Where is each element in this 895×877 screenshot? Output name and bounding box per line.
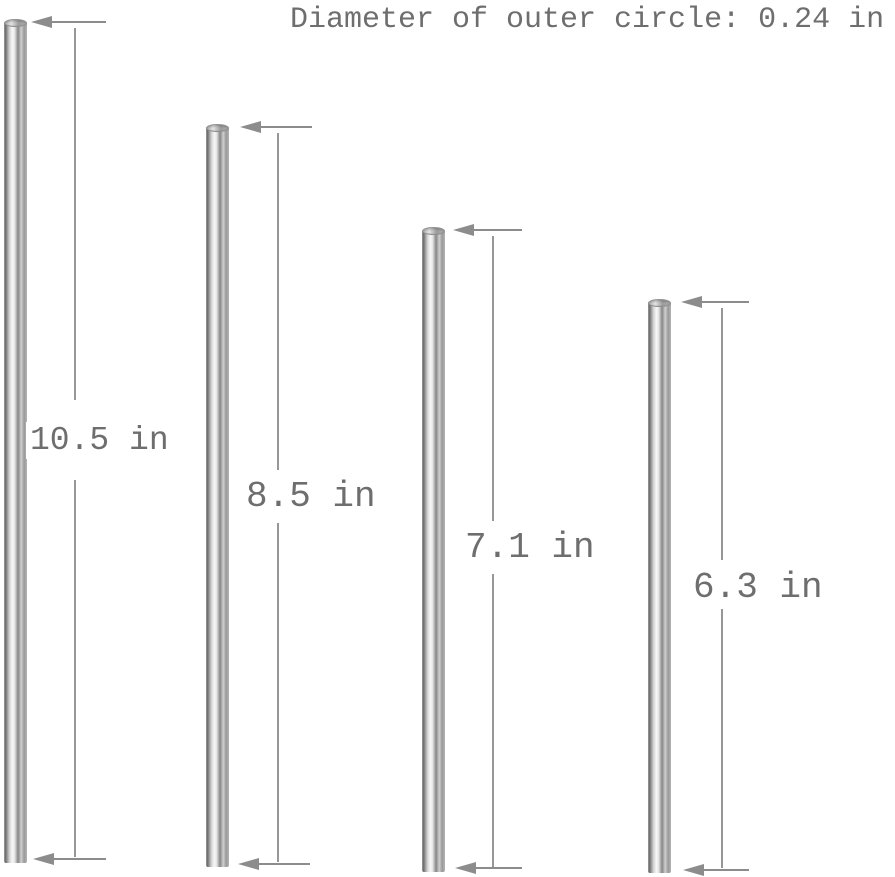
- dimension-line-vertical-lower: [492, 574, 494, 867]
- arrow-left-icon: [33, 853, 54, 865]
- dimension-label: 6.3 in: [689, 568, 827, 608]
- dimension-line-bottom: [701, 869, 749, 871]
- dimension-label: 10.5 in: [26, 422, 173, 459]
- dimension-line-vertical-lower: [721, 609, 723, 868]
- dimension-label: 8.5 in: [242, 477, 380, 517]
- straw-6-3-in: [648, 299, 671, 873]
- straw-8-5-in: [206, 124, 229, 867]
- arrow-left-icon: [455, 862, 476, 874]
- dimension-line-vertical-lower: [74, 480, 76, 857]
- dimension-line-top: [258, 126, 312, 128]
- dimension-line-bottom: [51, 858, 106, 860]
- arrow-left-icon: [681, 296, 702, 308]
- arrow-left-icon: [683, 864, 704, 876]
- dimension-line-vertical-upper: [74, 28, 76, 400]
- dimension-line-top: [49, 21, 106, 23]
- dimension-line-bottom: [473, 867, 522, 869]
- arrow-left-icon: [453, 224, 474, 236]
- straw-top-opening: [206, 124, 229, 132]
- dimension-line-vertical-upper: [277, 133, 279, 470]
- straw-top-opening: [422, 227, 445, 235]
- dimension-line-vertical-upper: [492, 236, 494, 521]
- arrow-left-icon: [31, 16, 52, 28]
- straw-top-opening: [4, 19, 27, 27]
- straw-10-5-in: [4, 19, 27, 863]
- straw-top-opening: [648, 299, 671, 307]
- straw-7-1-in: [422, 227, 445, 872]
- dimension-line-vertical-lower: [277, 523, 279, 862]
- dimension-line-vertical-upper: [721, 308, 723, 560]
- dimension-line-top: [471, 229, 522, 231]
- dimension-label: 7.1 in: [461, 528, 599, 568]
- dimension-line-top: [699, 301, 749, 303]
- arrow-left-icon: [240, 121, 261, 133]
- arrow-left-icon: [238, 858, 259, 870]
- dimension-line-bottom: [256, 863, 310, 865]
- diagram-title: Diameter of outer circle: 0.24 in: [290, 3, 885, 37]
